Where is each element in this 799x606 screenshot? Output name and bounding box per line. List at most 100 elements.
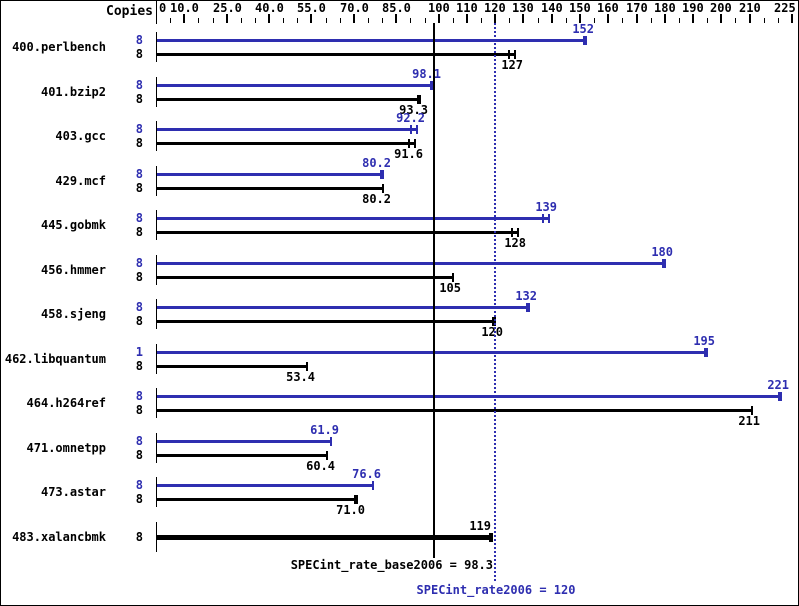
axis-minor-tick — [283, 18, 284, 23]
base-bar — [157, 98, 420, 101]
bar-value-label: 132 — [515, 289, 537, 303]
copies-value: 8 — [135, 181, 143, 195]
bar-end-cap — [354, 495, 358, 504]
axis-minor-tick — [679, 18, 680, 23]
axis-minor-tick — [735, 18, 736, 23]
axis-tick-label: 225 — [774, 1, 796, 15]
group-axis-tick — [156, 344, 157, 374]
copies-value: 8 — [135, 225, 143, 239]
copies-value: 8 — [135, 47, 143, 61]
axis-origin-line — [156, 1, 157, 24]
bar-value-label: 128 — [504, 236, 526, 250]
axis-minor-tick — [509, 18, 510, 23]
peak-bar — [157, 484, 373, 487]
copies-value: 8 — [135, 403, 143, 417]
peak-bar — [157, 395, 781, 398]
axis-major-tick — [522, 14, 524, 23]
base-bar — [157, 276, 453, 279]
axis-tick-label: 120 — [484, 1, 506, 15]
benchmark-label: 462.libquantum — [4, 352, 106, 366]
axis-tick-label: 110 — [456, 1, 478, 15]
bar-value-label: 80.2 — [362, 192, 391, 206]
benchmark-label: 403.gcc — [55, 129, 106, 143]
peak-metric-summary: SPECint_rate2006 = 120 — [416, 583, 576, 597]
copies-value: 8 — [135, 492, 143, 506]
axis-minor-tick — [297, 18, 298, 23]
base-reference-line — [433, 23, 435, 558]
peak-bar — [157, 440, 331, 443]
copies-value: 8 — [135, 92, 143, 106]
peak-bar — [157, 39, 586, 42]
benchmark-label: 401.bzip2 — [40, 85, 106, 99]
axis-minor-tick — [241, 18, 242, 23]
axis-minor-tick — [566, 18, 567, 23]
copies-value: 8 — [135, 359, 143, 373]
bar-end-cap — [514, 50, 516, 59]
bar-value-label: 152 — [572, 22, 594, 36]
bar-value-label: 61.9 — [310, 423, 339, 437]
axis-minor-tick — [453, 18, 454, 23]
bar-value-label: 120 — [481, 325, 503, 339]
group-axis-tick — [156, 388, 157, 418]
bar-end-cap — [417, 95, 421, 104]
axis-tick-label: 25.0 — [213, 1, 242, 15]
benchmark-label: 429.mcf — [55, 174, 106, 188]
axis-minor-tick — [368, 18, 369, 23]
benchmark-label: 473.astar — [40, 485, 106, 499]
axis-tick-label: 0 — [159, 1, 167, 15]
axis-tick-label: 85.0 — [382, 1, 411, 15]
benchmark-label: 445.gobmk — [40, 218, 106, 232]
axis-minor-tick — [410, 18, 411, 23]
benchmark-label: 458.sjeng — [40, 307, 106, 321]
axis-minor-tick — [481, 18, 482, 23]
axis-minor-tick — [326, 18, 327, 23]
axis-tick-label: 180 — [654, 1, 676, 15]
bar-range-cap — [408, 139, 410, 148]
axis-tick-label: 140 — [541, 1, 563, 15]
benchmark-label: 471.omnetpp — [26, 441, 106, 455]
peak-bar — [157, 306, 529, 309]
axis-minor-tick — [170, 18, 171, 23]
peak-bar — [157, 173, 383, 176]
base-bar — [157, 535, 492, 540]
axis-minor-tick — [340, 18, 341, 23]
bar-value-label: 71.0 — [336, 503, 365, 517]
base-bar — [157, 142, 415, 145]
axis-major-tick — [438, 14, 440, 23]
axis-tick-label: 170 — [626, 1, 648, 15]
benchmark-label: 483.xalancbmk — [12, 530, 106, 544]
bar-range-cap — [410, 125, 412, 134]
axis-tick-label: 40.0 — [255, 1, 284, 15]
bar-range-cap — [508, 50, 510, 59]
copies-value: 8 — [135, 122, 143, 136]
axis-tick-label: 130 — [512, 1, 534, 15]
copies-value: 8 — [135, 256, 143, 270]
axis-tick-label: 150 — [569, 1, 591, 15]
bar-end-cap — [416, 125, 418, 134]
bar-value-label: 60.4 — [306, 459, 335, 473]
copies-value: 8 — [135, 478, 143, 492]
peak-bar — [157, 128, 417, 131]
group-axis-tick — [156, 210, 157, 240]
axis-minor-tick — [594, 18, 595, 23]
base-bar — [157, 454, 327, 457]
bar-end-cap — [704, 348, 708, 357]
copies-value: 8 — [135, 434, 143, 448]
bar-end-cap — [548, 214, 550, 223]
bar-end-cap — [778, 392, 782, 401]
copies-value: 8 — [135, 33, 143, 47]
axis-minor-tick — [707, 18, 708, 23]
axis-major-tick — [720, 14, 722, 23]
bar-value-label: 221 — [767, 378, 789, 392]
copies-column-header: Copies — [106, 4, 153, 19]
axis-minor-tick — [198, 18, 199, 23]
axis-major-tick — [466, 14, 468, 23]
bar-value-label: 195 — [693, 334, 715, 348]
axis-minor-tick — [213, 18, 214, 23]
bar-end-cap — [751, 406, 753, 415]
peak-bar — [157, 217, 549, 220]
copies-value: 1 — [135, 345, 143, 359]
axis-major-tick — [749, 14, 751, 23]
axis-tick-label: 160 — [597, 1, 619, 15]
bar-value-label: 80.2 — [362, 156, 391, 170]
